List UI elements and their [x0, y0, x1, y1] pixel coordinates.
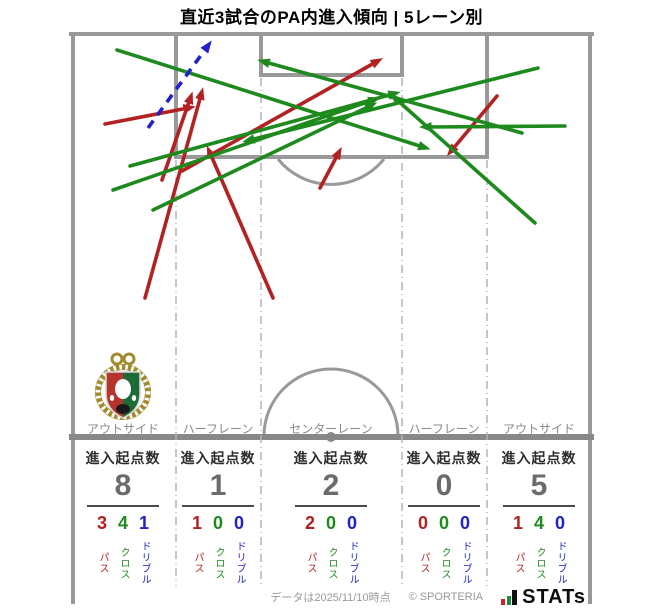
pass-label: パス [513, 552, 524, 574]
origins-header: 進入起点数 [180, 450, 256, 466]
pass-count: 3 [96, 513, 107, 533]
arrow-pass [143, 87, 205, 300]
cross-label: クロス [326, 546, 337, 580]
lane-stats-outside-right: 進入起点数 5 1 4 0 パス クロス ドリブル [484, 448, 594, 590]
arrow-pass [180, 58, 383, 173]
lane-stats-half-left: 進入起点数 1 1 0 0 パス クロス ドリブル [163, 448, 273, 590]
arrow-pass [318, 146, 342, 190]
origins-count: 1 [209, 469, 227, 502]
origins-count: 5 [530, 469, 548, 502]
pass-count: 0 [417, 513, 428, 533]
dribble-count: 0 [233, 513, 244, 533]
pass-label: パス [305, 552, 316, 574]
lane-label-center: センターレーン [289, 422, 373, 436]
emblem-lion [115, 379, 131, 399]
pass-count: 1 [512, 513, 523, 533]
lane-divider-lines [175, 78, 488, 586]
divider [87, 505, 159, 507]
pass-count: 1 [191, 513, 202, 533]
cross-label: クロス [213, 546, 224, 580]
stats-logo-bars-icon [501, 590, 518, 605]
dribble-count: 0 [459, 513, 470, 533]
goal-area [259, 33, 404, 77]
penalty-arc [276, 158, 386, 186]
dribble-count: 1 [138, 513, 149, 533]
divider [408, 505, 480, 507]
pitch-lines [69, 32, 594, 604]
origins-header: 進入起点数 [406, 450, 482, 466]
origins-count: 0 [435, 469, 453, 502]
dribble-label: ドリブル [555, 541, 566, 585]
dribble-label: ドリブル [139, 541, 150, 585]
center-circle-arc [262, 367, 400, 437]
stats-logo: STATs [501, 586, 586, 608]
divider [182, 505, 254, 507]
divider [295, 505, 367, 507]
lane-stats-outside-left: 進入起点数 8 3 4 1 パス クロス ドリブル [68, 448, 178, 590]
origins-count: 8 [114, 469, 132, 502]
arrow-cross [111, 96, 381, 192]
origins-header: 進入起点数 [501, 450, 577, 466]
cross-label: クロス [439, 546, 450, 580]
arrow-cross [242, 66, 540, 144]
pass-label: パス [192, 552, 203, 574]
origins-header: 進入起点数 [293, 450, 369, 466]
divider [503, 505, 575, 507]
arrow-cross [115, 48, 431, 151]
cross-count: 0 [212, 513, 223, 533]
origins-header: 進入起点数 [85, 450, 161, 466]
entry-arrows-layer [103, 40, 567, 300]
lane-label-outside-right: アウトサイド [502, 422, 576, 436]
lane-label-outside-left: アウトサイド [86, 422, 160, 436]
arrow-cross [390, 93, 537, 225]
footer: データは2025/11/10時点 © SPORTERIA STATs [0, 586, 586, 608]
stats-logo-text: STATs [522, 586, 586, 608]
data-note: データは2025/11/10時点 [270, 592, 391, 604]
dribble-label: ドリブル [347, 541, 358, 585]
origins-count: 2 [322, 469, 340, 502]
dribble-count: 0 [346, 513, 357, 533]
chart-title: 直近3試合のPA内進入傾向 | 5レーン別 [179, 8, 484, 27]
pass-label: パス [97, 552, 108, 574]
dribble-count: 0 [554, 513, 565, 533]
cross-count: 0 [325, 513, 336, 533]
lane-label-half-right: ハーフレーン [408, 422, 480, 436]
cross-count: 0 [438, 513, 449, 533]
cross-label: クロス [118, 546, 129, 580]
arrow-dribble [146, 40, 212, 130]
dribble-label: ドリブル [460, 541, 471, 585]
penalty-area [174, 33, 489, 159]
cross-count: 4 [533, 513, 544, 533]
pass-count: 2 [304, 513, 315, 533]
team-emblem [95, 352, 151, 420]
copyright: © SPORTERIA [408, 591, 484, 603]
dribble-label: ドリブル [234, 541, 245, 585]
cross-count: 4 [117, 513, 128, 533]
cross-label: クロス [534, 546, 545, 580]
lane-stats-half-right: 進入起点数 0 0 0 0 パス クロス ドリブル [389, 448, 499, 590]
arrow-pass [160, 91, 194, 182]
lane-stats-center: 進入起点数 2 2 0 0 パス クロス ドリブル [276, 448, 386, 590]
lane-label-half-left: ハーフレーン [182, 422, 254, 436]
pass-label: パス [418, 552, 429, 574]
